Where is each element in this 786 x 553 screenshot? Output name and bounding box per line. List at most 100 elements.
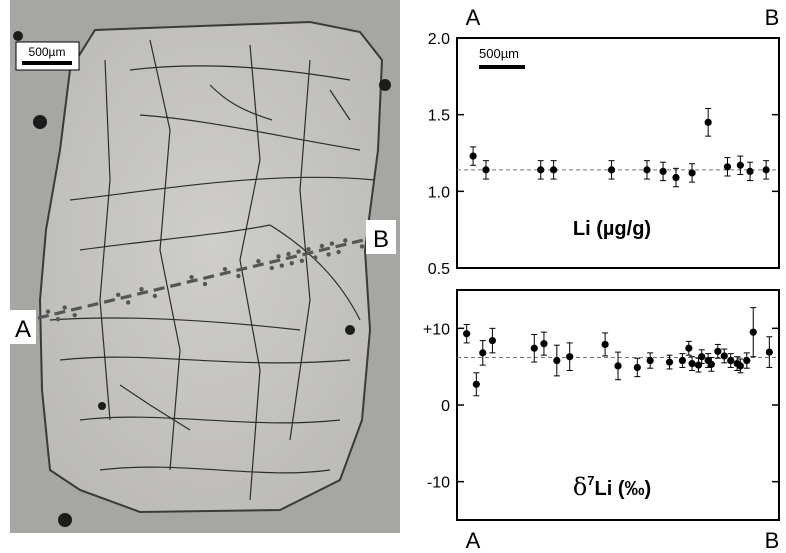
data-point (482, 166, 490, 174)
data-point (607, 166, 616, 174)
analysis-spot (296, 249, 301, 254)
data-point (688, 169, 696, 177)
top-label-a: A (466, 5, 481, 30)
scale-bar (22, 61, 72, 65)
data-point (472, 380, 480, 388)
top-label-b: B (765, 5, 780, 30)
y-tick-label: 2.0 (428, 31, 450, 48)
li-concentration-panel: 0.5 1.0 1.5 2.0 500µm Li (µg/g) (428, 31, 780, 278)
d7li-panel: -10 0 +10 δ7Li (‰) (423, 289, 780, 521)
label-a: A (15, 316, 31, 343)
data-point (698, 353, 706, 361)
data-point (646, 356, 654, 365)
crack-network (49, 39, 376, 501)
data-point (762, 166, 770, 174)
li-scale-bar (479, 65, 525, 69)
analysis-spot (359, 244, 365, 249)
analysis-spot (256, 259, 261, 264)
data-point (688, 360, 696, 368)
data-point (601, 340, 609, 349)
analysis-spot (306, 247, 311, 252)
olivine-micrograph: 500µm A B (10, 0, 400, 533)
data-point (720, 352, 728, 360)
data-point (736, 161, 744, 169)
traverse-line (37, 236, 373, 320)
scale-box (15, 41, 80, 71)
data-point (463, 330, 471, 338)
analysis-spot (336, 249, 341, 255)
analysis-spot (236, 273, 241, 279)
analysis-spot (152, 293, 158, 299)
y-tick-label: +10 (423, 321, 450, 338)
analysis-spot (329, 241, 335, 246)
data-point (749, 328, 757, 336)
data-point (566, 353, 574, 361)
y-tick-label: -10 (427, 475, 450, 492)
label-a-box (10, 310, 36, 344)
analysis-spot (139, 287, 144, 292)
data-point (765, 348, 773, 356)
data-point (678, 356, 686, 365)
dark-inclusions (13, 31, 391, 527)
scale-label: 500µm (29, 45, 66, 59)
analysis-spot (286, 251, 291, 257)
analysis-spot (62, 305, 67, 310)
analysis-spot (343, 238, 348, 243)
crystal-grain (38, 20, 384, 514)
analysis-spot (299, 258, 305, 263)
data-point (550, 166, 558, 174)
data-point (537, 166, 545, 174)
analysis-spots (45, 238, 365, 322)
label-b: B (373, 226, 389, 253)
plot-frame (456, 37, 780, 269)
data-point (685, 344, 693, 352)
data-point (659, 167, 667, 175)
y-tick-label: 1.5 (428, 108, 450, 125)
analysis-spot (126, 300, 131, 305)
data-point (643, 166, 651, 174)
li-scale-label: 500µm (479, 46, 519, 61)
analysis-spot (72, 313, 77, 318)
analysis-spot (279, 263, 284, 268)
data-point (540, 340, 548, 348)
data-point (553, 356, 561, 365)
data-point (479, 349, 487, 357)
analysis-spot (222, 267, 228, 272)
data-point (672, 173, 680, 182)
bottom-label-b: B (765, 528, 780, 553)
profile-plots: A B 0.5 1.0 1.5 2.0 500µm Li (µg/g) -10 0 +10 δ7… (423, 5, 780, 553)
data-point (736, 362, 744, 370)
y-tick-label: 1.0 (428, 184, 450, 201)
analysis-spot (313, 255, 318, 260)
analysis-spot (319, 243, 325, 249)
analysis-spot (269, 265, 274, 271)
bottom-label-a: A (466, 528, 481, 553)
data-point (665, 358, 674, 366)
data-point (694, 361, 703, 369)
analysis-spot (55, 317, 61, 322)
analysis-spot (326, 252, 331, 257)
d7li-panel-label: δ7Li (‰) (573, 473, 651, 501)
li-panel-label: Li (µg/g) (573, 218, 651, 240)
y-tick-label: 0 (441, 398, 450, 415)
analysis-spot (202, 281, 208, 287)
analysis-spot (116, 292, 121, 297)
data-point (746, 167, 754, 175)
analysis-spot (189, 275, 194, 280)
data-point (614, 362, 622, 370)
data-point (714, 347, 722, 355)
data-point (723, 163, 732, 171)
data-point (707, 360, 715, 368)
analysis-spot (276, 254, 281, 259)
data-point (727, 356, 735, 365)
y-tick-label: 0.5 (428, 261, 450, 278)
data-point (743, 356, 751, 365)
data-point (488, 337, 497, 345)
label-b-box (366, 220, 396, 254)
analysis-spot (45, 309, 51, 314)
data-point (469, 152, 477, 160)
data-point (530, 344, 538, 352)
analysis-spot (289, 261, 294, 266)
data-point (704, 118, 712, 126)
data-point (633, 363, 641, 372)
